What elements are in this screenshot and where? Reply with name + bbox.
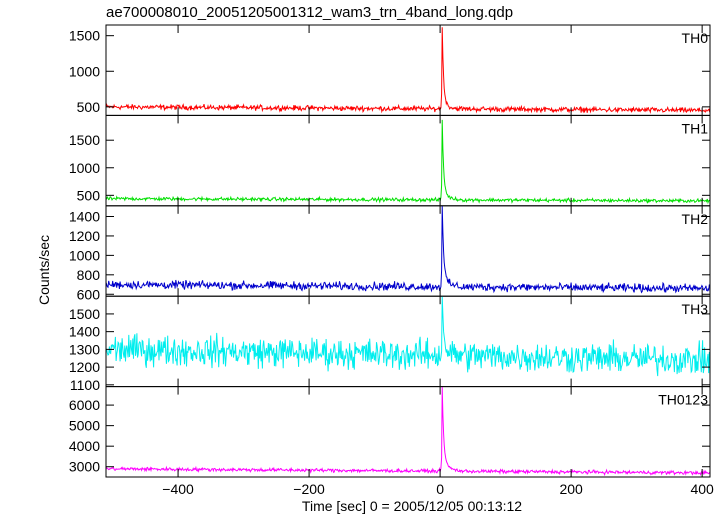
y-tick-label: 1200 <box>69 228 100 244</box>
x-tick-label: 400 <box>690 481 714 497</box>
y-tick-label: 1400 <box>69 324 100 340</box>
y-tick-label: 4000 <box>69 438 100 454</box>
x-tick-label: −400 <box>162 481 194 497</box>
y-tick-label: 800 <box>77 267 101 283</box>
panel-frame-th3 <box>105 295 711 388</box>
legend-th2: TH2 <box>682 211 709 227</box>
series-line-th3 <box>105 296 711 377</box>
legend-th0123: TH0123 <box>658 392 708 408</box>
y-tick-label: 1200 <box>69 359 100 375</box>
panel-frame-th0123 <box>105 386 711 478</box>
series-line-th0 <box>105 27 711 114</box>
y-tick-label: 6000 <box>69 397 100 413</box>
chart-title: ae700008010_20051205001312_wam3_trn_4ban… <box>106 4 514 21</box>
y-tick-label: 1100 <box>70 377 100 393</box>
series-line-th2 <box>105 205 711 294</box>
y-tick-label: 500 <box>77 187 101 203</box>
x-axis-label: Time [sec] 0 = 2005/12/05 00:13:12 <box>301 498 523 514</box>
y-tick-label: 600 <box>77 286 101 302</box>
x-tick-label: −200 <box>293 481 325 497</box>
y-tick-label: 1000 <box>69 63 100 79</box>
y-tick-label: 1500 <box>69 306 100 322</box>
legend-th0: TH0 <box>682 30 709 46</box>
x-tick-label: 200 <box>559 481 583 497</box>
x-tick-label: 0 <box>436 481 444 497</box>
panel-frame-th0 <box>105 24 711 116</box>
y-tick-label: 1400 <box>69 208 100 224</box>
legend-th3: TH3 <box>682 301 709 317</box>
y-tick-label: 1500 <box>69 132 100 148</box>
y-tick-label: 1300 <box>69 341 100 357</box>
y-tick-label: 1000 <box>69 247 100 263</box>
y-tick-label: 1000 <box>69 160 100 176</box>
panel-frame-th1 <box>105 114 711 207</box>
y-tick-label: 5000 <box>69 418 100 434</box>
y-tick-label: 1500 <box>69 28 100 44</box>
series-line-th0123 <box>105 386 711 477</box>
y-tick-label: 500 <box>77 99 101 115</box>
legend-th1: TH1 <box>682 120 709 136</box>
series-line-th1 <box>105 119 711 205</box>
y-tick-label: 3000 <box>69 459 100 475</box>
